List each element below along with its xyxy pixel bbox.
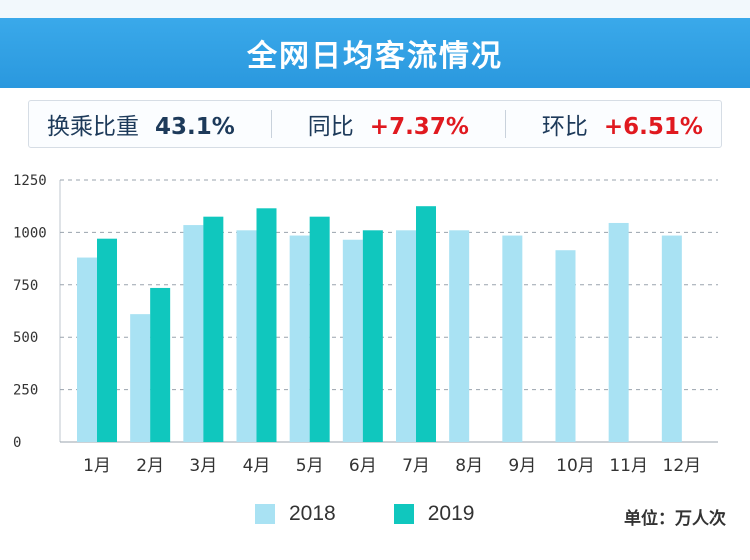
unit-label: 单位：万人次 [624,509,726,529]
stat-transfer-ratio: 换乘比重 43.1% [47,107,235,141]
bar-2018 [502,235,523,442]
bar-2019 [203,216,224,442]
divider [270,110,272,138]
stat-value: +6.51% [603,114,703,140]
bar-2019 [150,287,171,442]
x-tick-label: 6月 [349,456,377,476]
stat-label: 环比 [541,114,588,140]
bar-2018 [342,239,363,442]
stat-value: 43.1% [155,114,235,140]
bar-2018 [449,230,470,442]
stat-label: 换乘比重 [47,114,139,140]
bar-2018 [236,230,257,442]
x-tick-label: 8月 [455,456,483,476]
bar-2019 [97,238,117,442]
y-tick-label: 0 [13,435,21,451]
legend-label: 2018 [289,502,336,525]
bar-2018 [289,235,310,442]
y-tick-label: 1000 [13,225,47,241]
y-tick-label: 500 [13,330,38,346]
x-tick-label: 11月 [609,456,648,476]
x-tick-label: 4月 [243,456,271,476]
y-tick-label: 1250 [13,173,47,189]
x-tick-label: 7月 [402,456,430,476]
stats-bar: 换乘比重 43.1% 同比 +7.37% 环比 +6.51% [28,100,722,148]
x-tick-label: 1月 [83,456,111,476]
x-tick-label: 10月 [556,456,595,476]
x-tick-label: 12月 [663,456,702,476]
legend-item-2018: 2018 [255,502,336,526]
legend: 2018 2019 [255,502,532,526]
legend-swatch-2019 [393,504,414,524]
bar-2018 [661,235,682,442]
x-tick-label: 5月 [296,456,324,476]
stat-label: 同比 [307,114,354,140]
legend-item-2019: 2019 [393,502,475,526]
bar-2018 [608,222,629,442]
bar-2019 [256,208,277,442]
y-tick-label: 750 [13,278,38,294]
x-tick-label: 2月 [136,456,164,476]
bar-2019 [362,230,383,442]
bar-2018 [396,230,416,442]
page-title: 全网日均客流情况 [247,39,503,74]
bar-2019 [416,206,436,442]
stat-value: +7.37% [369,114,469,140]
title-banner: 全网日均客流情况 [0,18,750,88]
x-tick-label: 9月 [508,456,536,476]
bar-2018 [77,257,97,442]
bar-2018 [183,225,204,442]
bar-2018 [130,314,151,442]
x-tick-label: 3月 [189,456,217,476]
bar-2019 [309,216,330,442]
stat-mom: 环比 +6.51% [542,107,703,141]
y-tick-label: 250 [13,383,38,399]
stat-yoy: 同比 +7.37% [308,107,469,141]
legend-label: 2019 [427,502,475,525]
bar-2018 [555,250,576,442]
legend-swatch-2018 [255,504,275,524]
divider [504,110,506,138]
bar-chart: 0 250 500 750 1000 1250 1月 2月 3月 4月 5月 6月 7月 8月 9月 10月 1… [13,173,718,476]
